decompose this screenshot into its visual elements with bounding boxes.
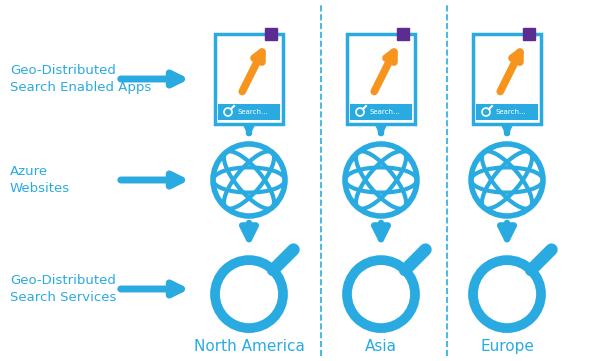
Text: Search...: Search...	[237, 109, 268, 115]
Text: Asia: Asia	[365, 339, 397, 354]
Bar	[347, 34, 415, 124]
Text: Search...: Search...	[369, 109, 400, 115]
Bar	[350, 104, 412, 120]
Text: Europe: Europe	[480, 339, 534, 354]
Bar	[215, 34, 283, 124]
Text: Geo-Distributed
Search Enabled Apps: Geo-Distributed Search Enabled Apps	[10, 64, 151, 94]
Text: Geo-Distributed
Search Services: Geo-Distributed Search Services	[10, 274, 116, 304]
Text: Azure
Websites: Azure Websites	[10, 165, 70, 195]
Text: Search...: Search...	[495, 109, 526, 115]
Bar	[473, 34, 541, 124]
Bar	[218, 104, 280, 120]
Bar	[476, 104, 538, 120]
Text: North America: North America	[194, 339, 304, 354]
